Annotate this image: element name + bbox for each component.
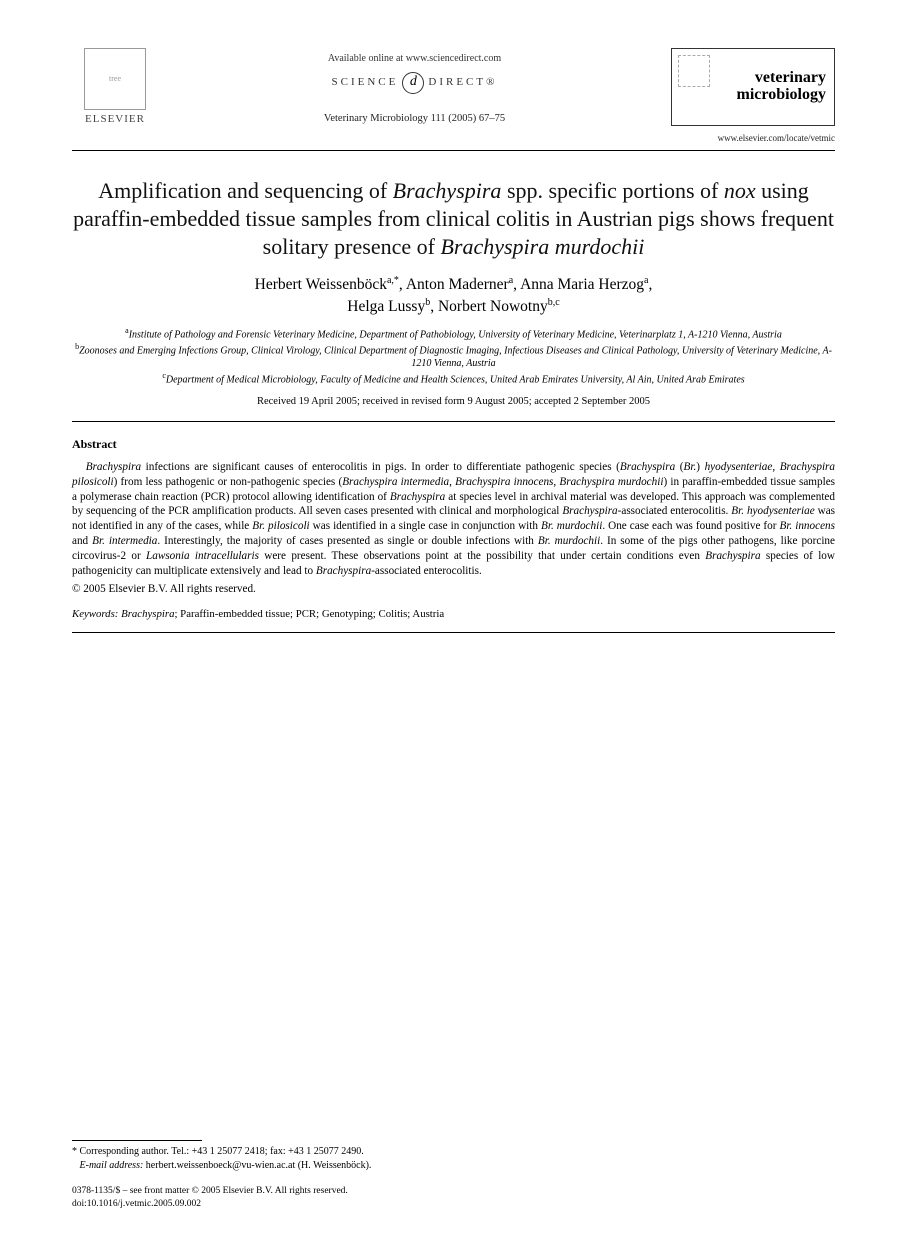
scidirect-left: SCIENCE [332, 75, 399, 90]
title-part-1: Brachyspira [393, 178, 502, 203]
author-3-affil: a [644, 275, 648, 286]
journal-badge: veterinary microbiology [671, 48, 835, 126]
author-5-affil: b,c [548, 297, 560, 308]
journal-name-line1: veterinary [755, 70, 826, 87]
scidirect-right: DIRECT® [428, 75, 497, 90]
journal-name-line2: microbiology [737, 87, 826, 104]
author-2: Anton Maderner [406, 276, 509, 293]
journal-citation: Veterinary Microbiology 111 (2005) 67–75 [324, 112, 505, 126]
affiliations: aInstitute of Pathology and Forensic Vet… [72, 326, 835, 387]
author-list: Herbert Weissenböcka,*, Anton Madernera,… [72, 274, 835, 318]
author-1-affil: a,* [387, 275, 399, 286]
keywords-label: Keywords: [72, 608, 118, 620]
article-dates: Received 19 April 2005; received in revi… [72, 395, 835, 409]
affil-a: Institute of Pathology and Forensic Vete… [129, 329, 782, 340]
header-row: tree ELSEVIER Available online at www.sc… [72, 48, 835, 144]
author-3: Anna Maria Herzog [520, 276, 644, 293]
corresponding-author-footnote: * Corresponding author. Tel.: +43 1 2507… [72, 1140, 472, 1172]
footnote-email-line: E-mail address: herbert.weissenboeck@vu-… [72, 1159, 472, 1173]
title-part-2: spp. specific portions of [501, 178, 723, 203]
author-1: Herbert Weissenböck [255, 276, 387, 293]
paper-title: Amplification and sequencing of Brachysp… [72, 177, 835, 261]
sciencedirect-logo: SCIENCE d DIRECT® [332, 72, 498, 94]
affil-b: Zoonoses and Emerging Infections Group, … [79, 345, 832, 370]
abstract-copyright: © 2005 Elsevier B.V. All rights reserved… [72, 582, 835, 597]
author-2-affil: a [509, 275, 513, 286]
title-block: Amplification and sequencing of Brachysp… [72, 177, 835, 261]
publisher-logo-box: tree ELSEVIER [72, 48, 158, 127]
journal-box: veterinary microbiology www.elsevier.com… [671, 48, 835, 144]
footnote-star-line: * Corresponding author. Tel.: +43 1 2507… [72, 1145, 472, 1159]
footer-line1: 0378-1135/$ – see front matter © 2005 El… [72, 1185, 348, 1197]
footnote-email: herbert.weissenboeck@vu-wien.ac.at (H. W… [146, 1160, 372, 1171]
affil-c: Department of Medical Microbiology, Facu… [166, 374, 745, 385]
journal-url: www.elsevier.com/locate/vetmic [718, 132, 835, 144]
post-keywords-rule [72, 632, 835, 633]
elsevier-tree-icon: tree [84, 48, 146, 110]
author-4: Helga Lussy [347, 298, 425, 315]
title-part-0: Amplification and sequencing of [98, 178, 392, 203]
keywords-line: Keywords: Brachyspira; Paraffin-embedded… [72, 607, 835, 622]
scidirect-glyph-icon: d [402, 72, 424, 94]
footnote-rule [72, 1140, 202, 1141]
header-rule [72, 150, 835, 151]
title-part-5: Brachyspira murdochii [440, 234, 644, 259]
pre-abstract-rule [72, 421, 835, 422]
author-5: Norbert Nowotny [438, 298, 548, 315]
footer-line2: doi:10.1016/j.vetmic.2005.09.002 [72, 1198, 348, 1210]
available-online-line: Available online at www.sciencedirect.co… [328, 52, 501, 66]
header-center: Available online at www.sciencedirect.co… [158, 48, 671, 126]
title-part-3: nox [724, 178, 756, 203]
abstract-heading: Abstract [72, 436, 835, 452]
footnote-email-label: E-mail address: [80, 1160, 144, 1171]
abstract-body: Brachyspira infections are significant c… [72, 460, 835, 578]
author-4-affil: b [425, 297, 430, 308]
page-footer: 0378-1135/$ – see front matter © 2005 El… [72, 1185, 348, 1210]
publisher-label: ELSEVIER [85, 112, 145, 127]
